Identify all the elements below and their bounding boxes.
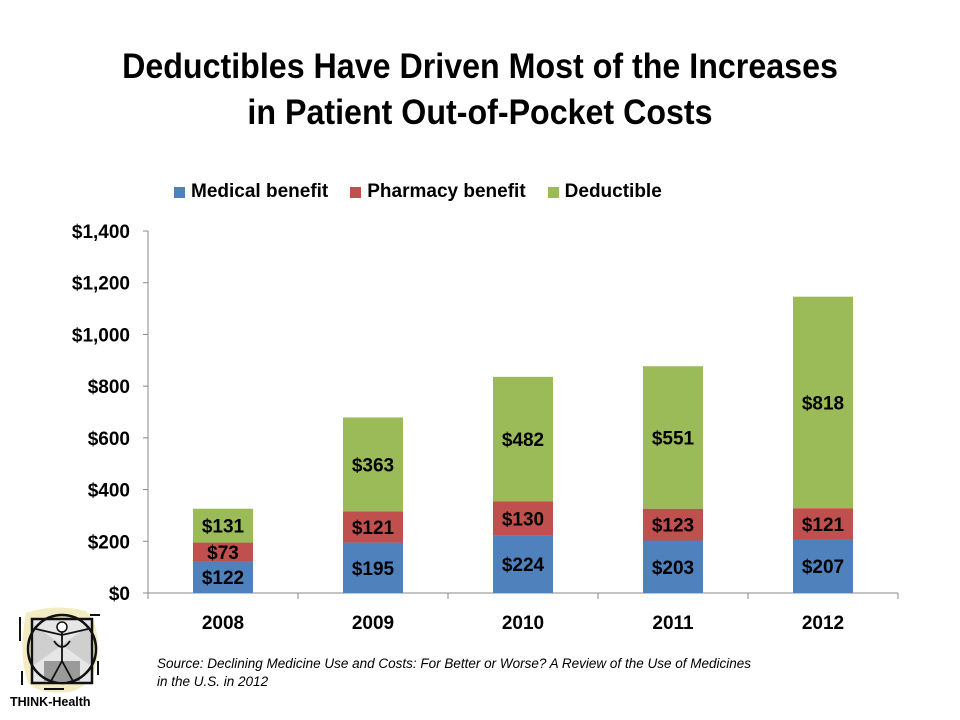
source-line-2: in the U.S. in 2012	[157, 674, 269, 689]
legend-swatch-pharmacy	[350, 186, 362, 198]
bar-pharmacy-benefit-2009	[343, 511, 403, 543]
bar-deductible-2011	[643, 366, 703, 509]
y-tick-label: $400	[88, 481, 130, 502]
legend-label-pharmacy: Pharmacy benefit	[367, 181, 526, 202]
legend-label-deductible: Deductible	[564, 181, 662, 202]
data-label: $224	[502, 555, 545, 576]
bar-pharmacy-benefit-2008	[193, 542, 253, 562]
bar-pharmacy-benefit-2011	[643, 508, 703, 541]
data-label: $363	[352, 455, 394, 476]
bar-pharmacy-benefit-2012	[793, 508, 853, 540]
source-note: Source: Declining Medicine Use and Costs…	[157, 655, 877, 691]
data-label: $482	[502, 430, 544, 451]
data-label: $73	[207, 543, 239, 564]
vitruvian-man-icon	[19, 607, 100, 693]
y-tick-label: $1,000	[72, 325, 130, 346]
bar-deductible-2012	[793, 296, 853, 509]
legend-item-medical: Medical benefit	[174, 181, 328, 203]
legend-swatch-medical	[174, 186, 185, 198]
x-tick-label: 2012	[802, 613, 844, 634]
data-label: $121	[352, 518, 395, 539]
bar-medical-benefit-2010	[493, 535, 553, 593]
y-tick-label: $600	[88, 429, 130, 450]
bar-deductible-2008	[193, 508, 253, 543]
bar-deductible-2009	[343, 417, 403, 512]
x-tick-label: 2010	[502, 613, 544, 634]
data-label: $123	[652, 516, 694, 537]
data-label: $122	[202, 568, 244, 589]
y-tick-label: $1,200	[72, 274, 130, 295]
bar-pharmacy-benefit-2010	[493, 501, 553, 536]
data-label: $551	[652, 428, 695, 449]
y-tick-label: $1,400	[72, 222, 130, 243]
source-line-1: Source: Declining Medicine Use and Costs…	[157, 656, 751, 671]
chart-title-line-2: in Patient Out-of-Pocket Costs	[247, 93, 713, 132]
data-label: $130	[502, 509, 544, 530]
legend: Medical benefit Pharmacy benefit Deducti…	[174, 181, 684, 203]
data-label: $195	[352, 559, 395, 580]
bar-medical-benefit-2009	[343, 542, 403, 593]
legend-item-pharmacy: Pharmacy benefit	[350, 181, 526, 203]
legend-swatch-deductible	[547, 186, 559, 198]
y-tick-label: $200	[88, 532, 130, 553]
y-tick-label: $800	[88, 377, 130, 398]
legend-item-deductible: Deductible	[547, 181, 662, 203]
data-label: $131	[202, 517, 245, 538]
chart-title: Deductibles Have Driven Most of the Incr…	[38, 44, 921, 136]
data-label: $203	[652, 558, 694, 579]
chart-title-line-1: Deductibles Have Driven Most of the Incr…	[122, 47, 838, 86]
bar-medical-benefit-2012	[793, 539, 853, 593]
y-tick-label: $0	[109, 584, 130, 605]
x-tick-label: 2011	[652, 613, 694, 634]
logo-label: THINK-Health	[10, 695, 91, 709]
x-tick-label: 2008	[202, 613, 244, 634]
data-label: $121	[802, 515, 845, 536]
data-label: $207	[802, 557, 844, 578]
bar-deductible-2010	[493, 376, 553, 502]
data-label: $818	[802, 393, 844, 414]
legend-label-medical: Medical benefit	[191, 181, 329, 202]
x-tick-label: 2009	[352, 613, 394, 634]
bar-medical-benefit-2008	[193, 561, 253, 593]
bar-medical-benefit-2011	[643, 540, 703, 593]
